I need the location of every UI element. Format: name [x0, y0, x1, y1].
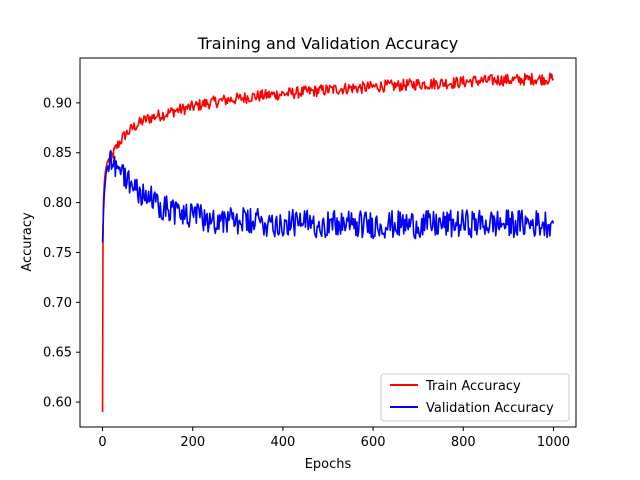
x-tick-label: 1000	[537, 435, 570, 450]
plot-lines	[101, 72, 555, 413]
y-tick-label: 0.80	[43, 196, 72, 211]
x-axis-title: Epochs	[305, 457, 352, 472]
x-tick-label: 0	[98, 435, 106, 450]
series-line-validation	[101, 149, 555, 243]
chart-title: Training and Validation Accuracy	[197, 34, 459, 53]
x-tick-label: 200	[180, 435, 205, 450]
y-tick-label: 0.90	[43, 96, 72, 111]
x-axis-ticks: 0 200 400 600 800 1000	[98, 427, 570, 450]
y-tick-label: 0.60	[43, 396, 72, 411]
x-tick-label: 600	[361, 435, 386, 450]
series-line-train	[101, 72, 555, 413]
y-tick-label: 0.75	[43, 246, 72, 261]
legend-box	[380, 373, 570, 422]
plot-frame	[79, 57, 577, 428]
x-tick-label: 400	[270, 435, 295, 450]
x-tick-label: 800	[451, 435, 476, 450]
legend-label-train: Train Accuracy	[425, 379, 521, 394]
y-axis-title: Accuracy	[20, 212, 35, 272]
y-tick-label: 0.70	[43, 296, 72, 311]
y-axis-ticks: 0.60 0.65 0.70 0.75 0.80 0.85 0.90	[43, 96, 80, 411]
y-tick-label: 0.85	[43, 146, 72, 161]
y-tick-label: 0.65	[43, 346, 72, 361]
legend: Train Accuracy Validation Accuracy	[380, 373, 570, 422]
legend-label-validation: Validation Accuracy	[426, 401, 554, 416]
